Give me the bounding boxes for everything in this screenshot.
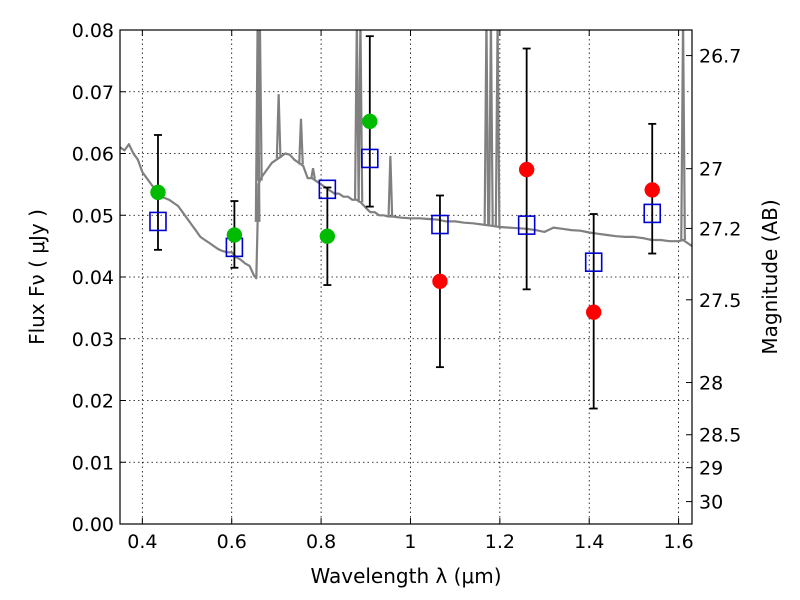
spectrum-spike [353,30,360,200]
model-square [361,148,379,169]
model-square [431,214,449,235]
y-tick-label: 0.06 [72,144,114,166]
nir-point [518,161,535,178]
nir-point [432,273,448,290]
model-square [318,179,337,200]
x-axis-label: Wavelength λ (μm) [310,564,501,588]
x-tick-label: 0.8 [306,531,336,553]
spectrum-spike [298,118,304,165]
y-tick-label: 0.00 [72,514,114,536]
x-tick-label: 0.4 [127,531,157,553]
spectrum-spike [494,30,501,227]
right-axis-label: Magnitude (AB) [758,199,782,354]
model-square [517,215,536,235]
right-tick-label: 28.5 [699,425,741,447]
y-tick-label: 0.04 [72,267,114,289]
y-tick-label: 0.03 [72,329,114,351]
x-tick-label: 0.6 [217,531,247,553]
model-square [149,211,167,232]
right-tick-label: 27.2 [699,218,741,240]
spectrum-spike [310,168,316,180]
right-tick-label: 27 [699,159,723,181]
spectrum-spike [483,30,490,226]
spectrum-spike [256,30,263,181]
nir-point [585,304,602,320]
optical-point [319,228,336,244]
model-square [584,252,603,272]
y-tick-label: 0.01 [72,452,114,474]
y-tick-label: 0.02 [72,391,114,413]
spectrum-line [120,143,692,280]
data-layer [120,30,692,410]
optical-point [362,113,378,130]
spectrum-spike [387,155,394,217]
right-tick-label: 26.7 [699,46,741,68]
right-tick-label: 29 [699,458,723,480]
nir-point [644,182,660,198]
x-tick-label: 1.2 [485,531,515,553]
right-tick-label: 27.5 [699,290,741,312]
right-tick-label: 28 [699,373,723,395]
y-tick-label: 0.08 [72,20,114,42]
right-tick-label: 30 [699,492,723,514]
optical-point [226,227,243,243]
y-axis-label: Flux Fν ( μJy ) [25,209,49,345]
spectrum-spike [488,30,494,226]
model-square [643,203,662,224]
optical-point [150,184,166,201]
x-tick-label: 1.4 [574,531,604,553]
y-tick-label: 0.05 [72,205,114,227]
y-tick-label: 0.07 [72,82,114,104]
spectrum-spike [680,30,686,240]
ticks: 0.4 0.6 0.8 1 1.2 1.4 1.6 0.00 0.01 0.02 0.03 0.04 0… [72,20,742,553]
x-tick-label: 1 [404,531,416,553]
spectrum-spike [275,94,282,159]
spectrum-spike [357,30,364,203]
x-tick-label: 1.6 [663,531,693,553]
